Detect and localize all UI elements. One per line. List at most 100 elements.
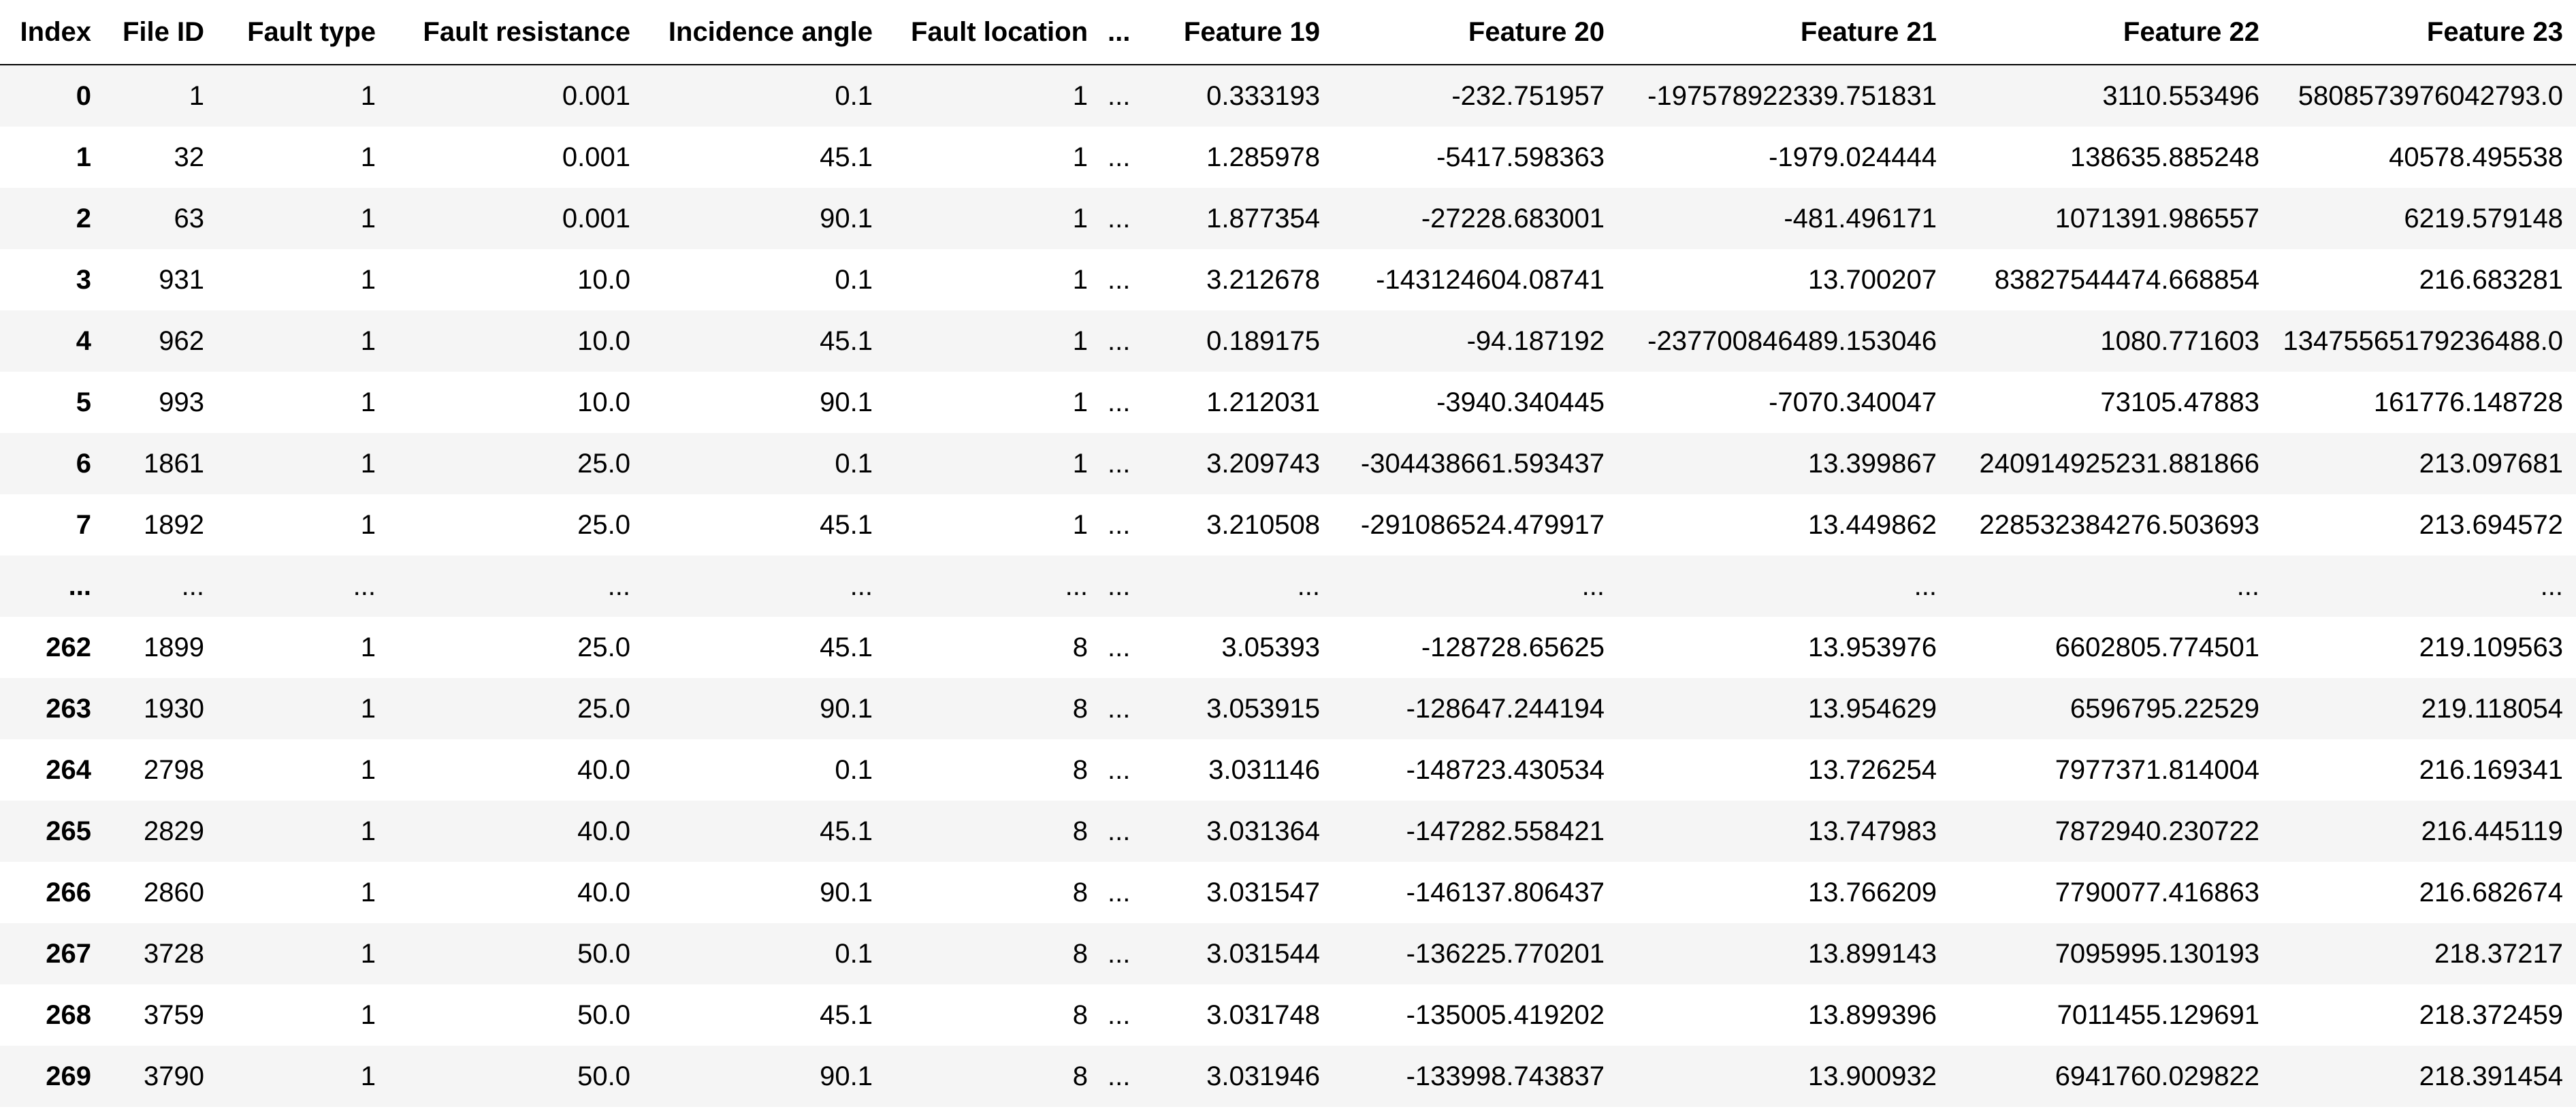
cell-fault-resistance: 40.0 — [577, 816, 630, 846]
cell-fault-location: 8 — [1072, 877, 1088, 907]
cell-feature-19: 1.212031 — [1206, 387, 1320, 417]
cell-feature-23: 219.109563 — [2419, 632, 2563, 662]
row-index-cell: 269 — [46, 1061, 91, 1091]
cell-fault-type: 1 — [360, 325, 376, 356]
cell-fault-location: 1 — [1072, 264, 1088, 295]
cell-feature-20: -148723.430534 — [1406, 754, 1605, 785]
cell-feature-20: -135005.419202 — [1406, 999, 1605, 1030]
cell-feature-23: 216.683281 — [2419, 264, 2563, 295]
cell-file-id: 993 — [159, 387, 204, 417]
cell-feature-23: 216.445119 — [2421, 816, 2563, 846]
cell-file-id: 1930 — [144, 693, 204, 724]
cell-feature-23: 216.682674 — [2419, 877, 2563, 907]
cell-feature-22: 6602805.774501 — [2055, 632, 2259, 662]
column-header-incidence-angle: Incidence angle — [643, 0, 886, 65]
row-index-cell: ... — [68, 570, 91, 601]
cell-fault-resistance: 0.001 — [562, 80, 630, 111]
cell-file-id: 3759 — [144, 999, 204, 1030]
row-index-cell: 265 — [46, 816, 91, 846]
cell-fault-location: 8 — [1072, 632, 1088, 662]
cell-fault-type: 1 — [360, 203, 376, 234]
column-header-fault-type: Fault type — [217, 0, 389, 65]
cell-fault-resistance: 25.0 — [577, 693, 630, 724]
cell-ellipsis: ... — [1108, 999, 1131, 1030]
cell-feature-20: -128647.244194 — [1406, 693, 1605, 724]
cell-fault-resistance: 25.0 — [577, 448, 630, 479]
table-row: 0 1 1 0.001 0.1 1... 0.333193 -232.751957 -19757… — [0, 65, 2576, 127]
cell-feature-23: 213.097681 — [2419, 448, 2563, 479]
cell-incidence-angle: 90.1 — [820, 693, 873, 724]
cell-incidence-angle: 45.1 — [820, 509, 873, 540]
cell-feature-22: 7011455.129691 — [2057, 999, 2259, 1030]
table-row: 264 2798 1 40.0 0.1 8... 3.031146 -148723.43053… — [0, 739, 2576, 801]
cell-ellipsis: ... — [1108, 570, 1131, 601]
row-index-cell: 1 — [76, 142, 91, 172]
cell-feature-19: 3.210508 — [1206, 509, 1320, 540]
row-index-cell: 7 — [76, 509, 91, 540]
table-row: 3 931 1 10.0 0.1 1... 3.212678 -143124604.08741… — [0, 249, 2576, 310]
cell-feature-19: 0.189175 — [1206, 325, 1320, 356]
cell-file-id: 1861 — [144, 448, 204, 479]
cell-feature-20: -27228.683001 — [1421, 203, 1605, 234]
column-header-file-id: File ID — [104, 0, 217, 65]
cell-feature-20: -5417.598363 — [1436, 142, 1605, 172]
table-row: 1 32 1 0.001 45.1 1... 1.285978 -5417.598363 -19… — [0, 127, 2576, 188]
cell-feature-20: -94.187192 — [1466, 325, 1605, 356]
cell-feature-22: 3110.553496 — [2102, 80, 2259, 111]
cell-ellipsis: ... — [1108, 448, 1131, 479]
cell-feature-19: 1.877354 — [1206, 203, 1320, 234]
cell-fault-location: 1 — [1072, 142, 1088, 172]
cell-feature-21: -197578922339.751831 — [1647, 80, 1937, 111]
cell-feature-21: 13.747983 — [1807, 816, 1937, 846]
cell-feature-19: 3.031748 — [1206, 999, 1320, 1030]
cell-feature-22: 7977371.814004 — [2055, 754, 2259, 785]
cell-fault-resistance: 25.0 — [577, 632, 630, 662]
cell-feature-21: 13.900932 — [1807, 1061, 1937, 1091]
cell-feature-19: ... — [1297, 570, 1320, 601]
cell-feature-21: 13.766209 — [1807, 877, 1937, 907]
cell-ellipsis: ... — [1108, 80, 1131, 111]
cell-file-id: 962 — [159, 325, 204, 356]
cell-feature-23: 216.169341 — [2419, 754, 2563, 785]
table-row: .................................... — [0, 556, 2576, 617]
cell-fault-location: 8 — [1072, 1061, 1088, 1091]
cell-file-id: 3790 — [144, 1061, 204, 1091]
cell-feature-20: -143124604.08741 — [1376, 264, 1605, 295]
cell-fault-location: 1 — [1072, 448, 1088, 479]
row-index-cell: 6 — [76, 448, 91, 479]
table-row: 268 3759 1 50.0 45.1 8... 3.031748 -135005.4192… — [0, 984, 2576, 1046]
cell-file-id: 3728 — [144, 938, 204, 969]
cell-feature-21: 13.700207 — [1807, 264, 1937, 295]
row-index-cell: 0 — [76, 80, 91, 111]
cell-feature-20: ... — [1581, 570, 1605, 601]
cell-file-id: 63 — [174, 203, 205, 234]
cell-incidence-angle: 0.1 — [835, 938, 873, 969]
cell-feature-22: 6941760.029822 — [2055, 1061, 2259, 1091]
cell-fault-type: ... — [353, 570, 376, 601]
cell-feature-23: 161776.148728 — [2373, 387, 2563, 417]
cell-fault-type: 1 — [360, 693, 376, 724]
cell-feature-22: 83827544474.668854 — [1994, 264, 2259, 295]
cell-feature-19: 3.053915 — [1206, 693, 1320, 724]
cell-fault-resistance: ... — [607, 570, 630, 601]
cell-feature-21: 13.899396 — [1807, 999, 1937, 1030]
cell-feature-19: 3.031364 — [1206, 816, 1320, 846]
cell-feature-21: -7070.340047 — [1769, 387, 1937, 417]
cell-feature-19: 0.333193 — [1206, 80, 1320, 111]
cell-fault-resistance: 40.0 — [577, 754, 630, 785]
cell-feature-19: 3.031146 — [1208, 754, 1320, 785]
row-index-cell: 267 — [46, 938, 91, 969]
cell-fault-type: 1 — [360, 816, 376, 846]
cell-feature-23: 213.694572 — [2419, 509, 2563, 540]
cell-feature-22: 7095995.130193 — [2055, 938, 2259, 969]
cell-fault-location: 8 — [1072, 754, 1088, 785]
cell-feature-22: 7872940.230722 — [2055, 816, 2259, 846]
column-header-fault-resistance: Fault resistance — [389, 0, 643, 65]
cell-ellipsis: ... — [1108, 816, 1131, 846]
table-row: 6 1861 1 25.0 0.1 1... 3.209743 -304438661.5934… — [0, 433, 2576, 494]
table-row: 2 63 1 0.001 90.1 1... 1.877354 -27228.683001 -4… — [0, 188, 2576, 249]
cell-incidence-angle: 0.1 — [835, 264, 873, 295]
table-row: 266 2860 1 40.0 90.1 8... 3.031547 -146137.8064… — [0, 862, 2576, 923]
cell-file-id: 1892 — [144, 509, 204, 540]
table-row: 7 1892 1 25.0 45.1 1... 3.210508 -291086524.479… — [0, 494, 2576, 556]
